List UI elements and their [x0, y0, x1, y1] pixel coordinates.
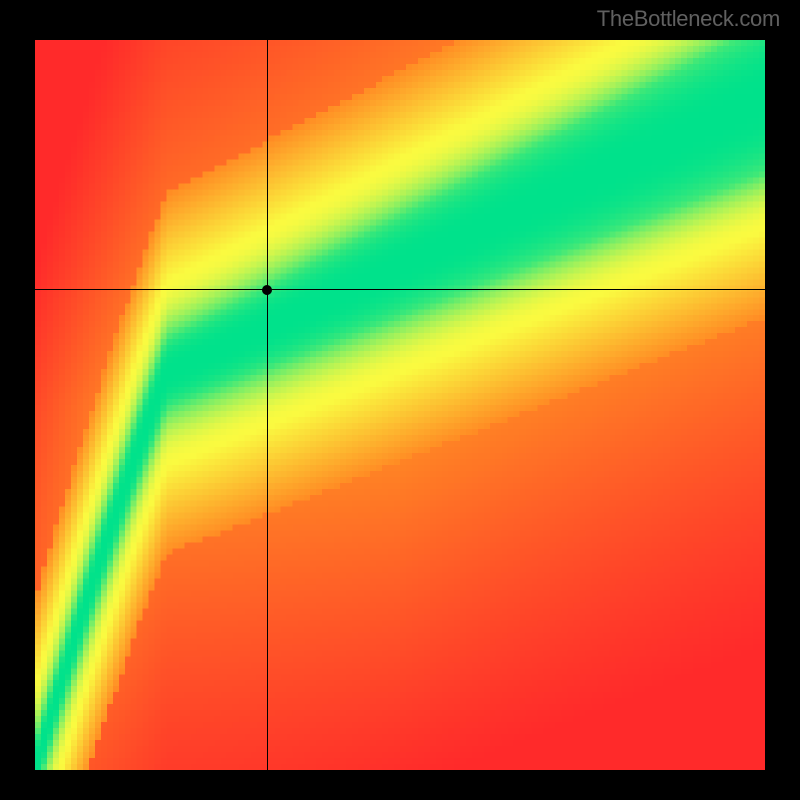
- attribution-text: TheBottleneck.com: [597, 6, 780, 32]
- chart-container: TheBottleneck.com: [0, 0, 800, 800]
- bottleneck-heatmap: [35, 40, 765, 770]
